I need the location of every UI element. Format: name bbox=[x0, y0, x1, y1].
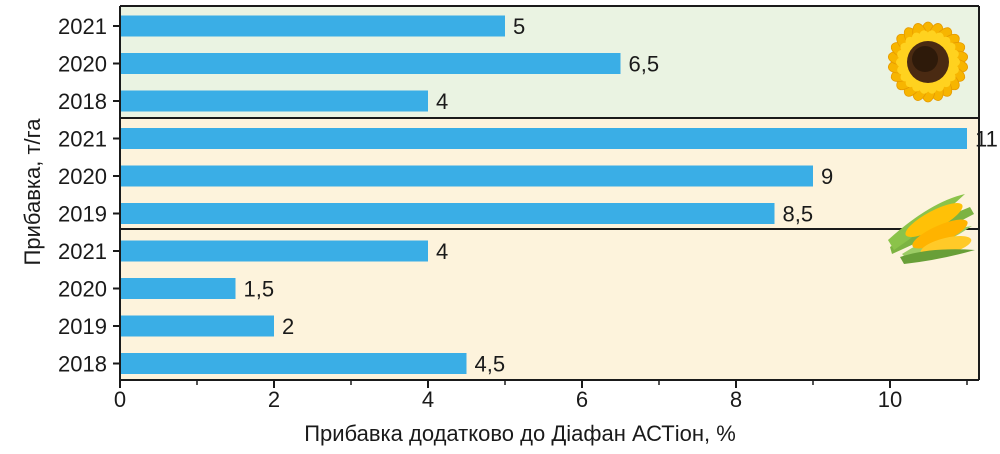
y-axis-title: Прибавка, т/га bbox=[20, 118, 45, 266]
category-label: 2019 bbox=[58, 202, 107, 227]
data-label: 6,5 bbox=[629, 52, 660, 77]
corn-cob bbox=[905, 203, 963, 237]
bar bbox=[120, 203, 775, 224]
data-label: 1,5 bbox=[244, 277, 275, 302]
bar bbox=[120, 278, 236, 299]
bar bbox=[120, 90, 428, 112]
category-label: 2021 bbox=[58, 239, 107, 264]
category-label: 2021 bbox=[58, 127, 107, 152]
bar bbox=[120, 53, 621, 74]
data-label: 5 bbox=[513, 14, 525, 39]
x-tick-label: 6 bbox=[576, 387, 588, 412]
category-label: 2021 bbox=[58, 14, 107, 39]
x-axis-title: Прибавка додатково до Діафан АСТіон, % bbox=[304, 421, 736, 446]
data-label: 9 bbox=[821, 164, 833, 189]
category-label: 2018 bbox=[58, 352, 107, 377]
corn-leaf bbox=[900, 249, 975, 264]
category-label: 2020 bbox=[58, 277, 107, 302]
x-tick-label: 10 bbox=[878, 387, 902, 412]
bar bbox=[120, 315, 274, 337]
corn-icon bbox=[888, 194, 975, 264]
category-label: 2019 bbox=[58, 314, 107, 339]
data-label: 4 bbox=[436, 89, 448, 114]
data-label: 4 bbox=[436, 239, 448, 264]
x-tick-label: 8 bbox=[730, 387, 742, 412]
corn-cob bbox=[912, 219, 968, 249]
x-tick-label: 2 bbox=[268, 387, 280, 412]
sunflower-icon bbox=[887, 21, 969, 103]
data-label: 4,5 bbox=[475, 352, 506, 377]
category-label: 2020 bbox=[58, 164, 107, 189]
data-label: 11 bbox=[975, 127, 998, 152]
x-tick-label: 0 bbox=[114, 387, 126, 412]
x-tick-label: 4 bbox=[422, 387, 434, 412]
bar bbox=[120, 165, 813, 187]
bar bbox=[120, 128, 967, 149]
bar bbox=[120, 353, 467, 374]
bar bbox=[120, 240, 428, 262]
category-label: 2018 bbox=[58, 89, 107, 114]
data-label: 8,5 bbox=[783, 202, 814, 227]
bar bbox=[120, 15, 505, 37]
category-label: 2020 bbox=[58, 52, 107, 77]
sunflower-center-inner bbox=[912, 46, 938, 72]
data-label: 2 bbox=[282, 314, 294, 339]
